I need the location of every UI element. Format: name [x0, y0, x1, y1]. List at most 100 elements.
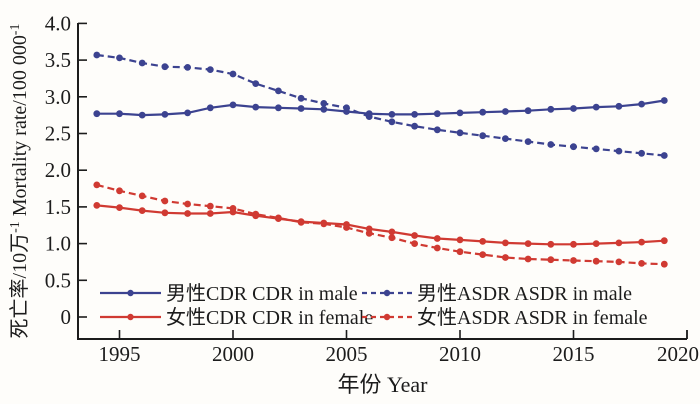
legend-marker-asdr-female	[383, 313, 391, 321]
data-point-cdr-male-2008	[411, 111, 418, 118]
data-point-cdr-male-2010	[456, 109, 464, 117]
data-point-asdr-male-2003	[297, 94, 305, 102]
data-point-cdr-female-2010	[456, 236, 464, 244]
data-point-cdr-female-2018	[638, 238, 645, 246]
data-point-asdr-female-2002	[275, 214, 282, 222]
data-point-cdr-male-1997	[161, 111, 169, 118]
data-point-cdr-female-2019	[660, 237, 668, 245]
data-point-asdr-male-2010	[456, 129, 464, 137]
data-point-asdr-female-1994	[93, 181, 101, 189]
data-point-cdr-male-2007	[388, 111, 396, 118]
data-point-asdr-male-2011	[479, 132, 487, 140]
data-point-asdr-male-2016	[592, 145, 600, 153]
data-point-asdr-female-2007	[388, 234, 396, 242]
data-point-asdr-male-2001	[252, 80, 260, 87]
series-line-cdr-female	[96, 204, 665, 246]
data-point-asdr-female-1999	[206, 202, 214, 210]
x-tick-label: 2015	[553, 342, 595, 366]
data-point-asdr-male-1996	[138, 59, 146, 67]
data-point-cdr-male-2001	[252, 103, 260, 111]
data-point-asdr-male-2015	[570, 143, 577, 151]
data-point-cdr-female-1996	[138, 207, 146, 215]
data-point-asdr-male-2013	[524, 138, 532, 146]
axes-frame	[77, 23, 687, 340]
data-point-cdr-female-1994	[93, 202, 101, 209]
legend-label-cdr-male: 男性CDR CDR in male	[166, 282, 358, 305]
data-point-asdr-female-2011	[479, 251, 487, 258]
series-line-asdr-female	[96, 183, 665, 266]
data-point-asdr-male-1998	[184, 64, 192, 71]
data-point-cdr-female-2016	[592, 240, 600, 248]
data-point-asdr-female-1996	[138, 192, 146, 200]
data-point-asdr-male-2004	[320, 100, 328, 107]
data-point-asdr-female-2014	[547, 256, 555, 264]
data-point-asdr-male-2018	[638, 149, 645, 157]
data-point-cdr-female-1997	[161, 209, 169, 217]
data-point-asdr-male-2007	[388, 118, 396, 126]
data-point-asdr-male-2019	[660, 152, 668, 159]
legend-marker-cdr-male	[127, 289, 134, 297]
x-axis-title: 年份 Year	[337, 372, 428, 397]
y-axis-title: 死亡率/10万-1 Mortality rate/100 000-1	[8, 24, 31, 339]
data-point-asdr-female-2000	[229, 205, 237, 212]
data-point-cdr-female-1999	[206, 210, 214, 217]
data-point-cdr-female-2009	[433, 235, 441, 242]
data-point-asdr-male-2006	[365, 113, 373, 120]
y-tick-label: 3.5	[45, 48, 71, 72]
x-tick-label: 2005	[326, 342, 368, 366]
data-point-asdr-female-2016	[592, 257, 600, 265]
data-point-asdr-female-2017	[615, 258, 623, 266]
data-point-asdr-male-1999	[206, 66, 214, 73]
data-point-cdr-male-1999	[206, 104, 214, 112]
data-point-cdr-male-1995	[116, 110, 123, 118]
data-point-cdr-male-2019	[660, 97, 668, 104]
data-point-cdr-male-1994	[93, 110, 101, 118]
y-tick-label: 1.0	[45, 232, 71, 256]
data-point-cdr-male-2015	[570, 105, 577, 112]
x-tick-label: 1995	[99, 342, 141, 366]
data-point-asdr-female-2015	[570, 257, 577, 264]
data-point-asdr-male-2017	[615, 147, 623, 155]
data-point-asdr-male-2002	[275, 87, 282, 95]
data-point-cdr-male-2018	[638, 100, 645, 108]
y-tick-label: 0.5	[45, 268, 71, 292]
data-point-asdr-female-2006	[365, 229, 373, 237]
data-point-asdr-male-2000	[229, 70, 237, 78]
data-point-cdr-male-2003	[297, 105, 305, 112]
data-point-asdr-female-2019	[660, 260, 668, 268]
data-point-cdr-female-2013	[524, 240, 532, 248]
data-point-asdr-female-1997	[161, 197, 169, 205]
data-point-asdr-male-2014	[547, 141, 555, 148]
data-point-asdr-male-1994	[93, 51, 101, 59]
data-point-cdr-male-2011	[479, 108, 487, 116]
data-point-asdr-female-1998	[184, 200, 192, 208]
series-line-asdr-male	[96, 53, 665, 157]
data-point-cdr-male-2016	[592, 103, 600, 111]
data-point-cdr-male-2012	[502, 108, 509, 115]
legend-label-asdr-male: 男性ASDR ASDR in male	[417, 282, 632, 305]
data-point-cdr-male-2017	[615, 102, 623, 110]
data-point-cdr-male-2004	[320, 105, 328, 113]
data-point-asdr-male-2009	[433, 126, 441, 134]
data-point-asdr-female-2005	[343, 224, 350, 231]
x-tick-label: 2000	[212, 342, 254, 366]
data-point-cdr-female-2007	[388, 228, 396, 236]
data-point-cdr-male-2013	[524, 107, 532, 115]
legend-label-asdr-female: 女性ASDR ASDR in female	[417, 306, 648, 329]
data-point-cdr-female-2008	[411, 232, 418, 239]
data-point-cdr-male-2009	[433, 110, 441, 118]
y-tick-label: 1.5	[45, 195, 71, 219]
data-point-asdr-female-2018	[638, 260, 645, 267]
legend-marker-cdr-female	[127, 313, 134, 321]
data-point-asdr-female-1995	[116, 187, 123, 195]
y-tick-label: 0	[61, 305, 72, 329]
legend-label-cdr-female: 女性CDR CDR in female	[166, 306, 373, 329]
data-point-asdr-female-2013	[524, 255, 532, 263]
data-point-asdr-male-2012	[502, 135, 509, 143]
data-point-asdr-female-2009	[433, 244, 441, 252]
y-tick-label: 3.0	[45, 85, 71, 109]
y-tick-label: 2.5	[45, 122, 71, 146]
data-point-cdr-female-2012	[502, 239, 509, 247]
